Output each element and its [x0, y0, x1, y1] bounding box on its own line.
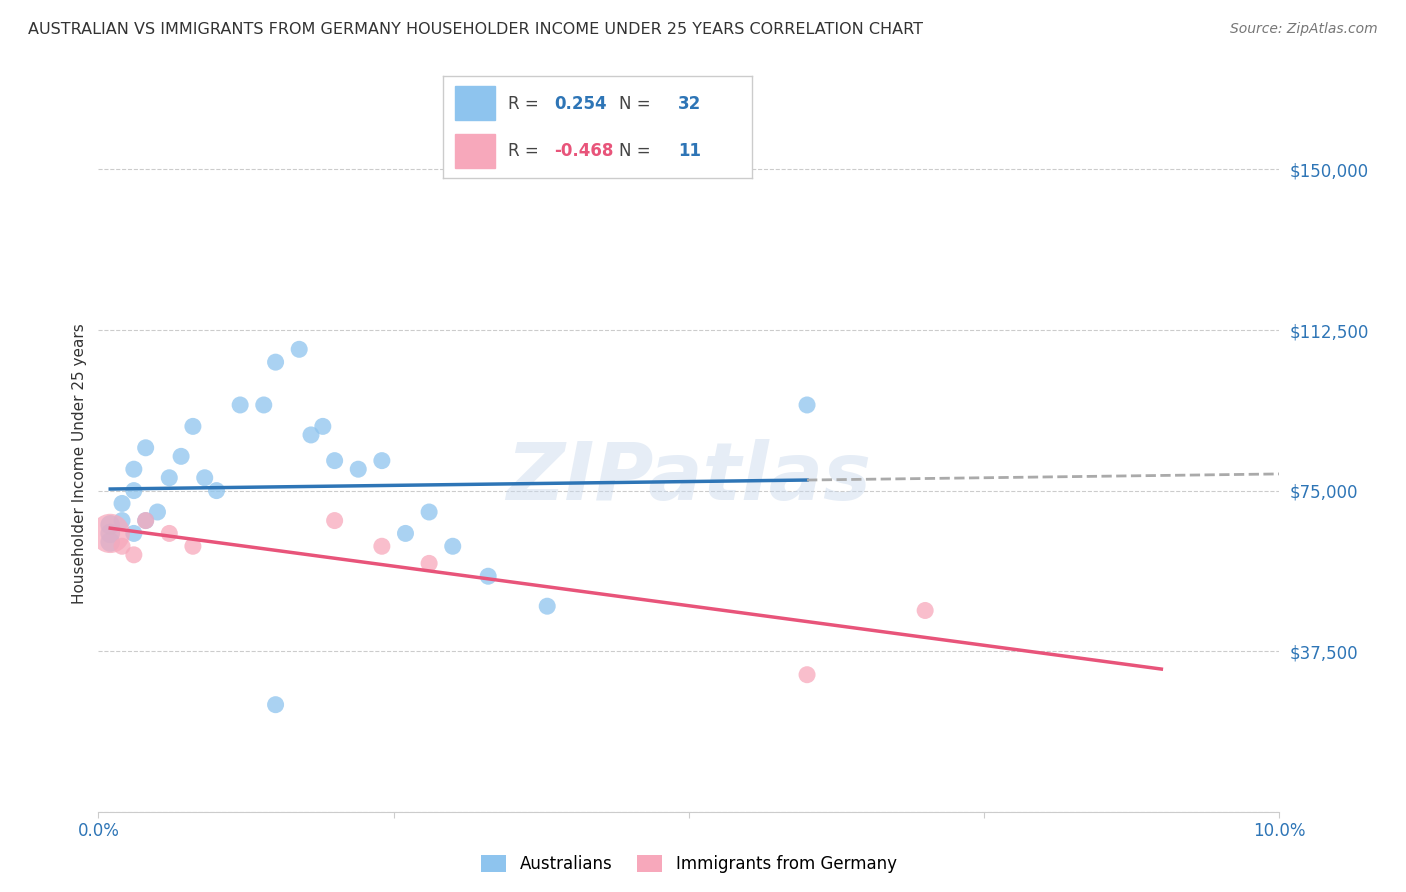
Point	[111, 496, 134, 510]
Text: -0.468: -0.468	[554, 142, 613, 160]
Point	[264, 698, 287, 712]
Point	[122, 526, 145, 541]
Point	[157, 471, 180, 485]
Point	[122, 483, 145, 498]
Bar	[456, 135, 495, 168]
Point	[418, 505, 440, 519]
Text: N =: N =	[619, 95, 657, 112]
Point	[170, 450, 193, 464]
Bar	[456, 87, 495, 120]
Point	[111, 539, 134, 553]
Point	[229, 398, 252, 412]
Text: R =: R =	[508, 95, 544, 112]
Point	[98, 526, 121, 541]
Point	[181, 419, 204, 434]
Point	[205, 483, 228, 498]
Point	[796, 398, 818, 412]
Point	[98, 535, 121, 549]
Point	[264, 355, 287, 369]
Point	[122, 548, 145, 562]
Text: Source: ZipAtlas.com: Source: ZipAtlas.com	[1230, 22, 1378, 37]
Point	[371, 453, 394, 467]
Point	[253, 398, 276, 412]
Text: ZIPatlas: ZIPatlas	[506, 439, 872, 516]
Point	[157, 526, 180, 541]
Point	[288, 343, 311, 357]
Point	[135, 441, 157, 455]
Point	[418, 557, 440, 571]
Text: R =: R =	[508, 142, 544, 160]
Point	[111, 514, 134, 528]
Point	[371, 539, 394, 553]
Point	[914, 603, 936, 617]
Point	[312, 419, 335, 434]
Text: 11: 11	[678, 142, 702, 160]
Y-axis label: Householder Income Under 25 years: Householder Income Under 25 years	[72, 324, 87, 604]
Point	[796, 667, 818, 681]
Text: AUSTRALIAN VS IMMIGRANTS FROM GERMANY HOUSEHOLDER INCOME UNDER 25 YEARS CORRELAT: AUSTRALIAN VS IMMIGRANTS FROM GERMANY HO…	[28, 22, 924, 37]
Point	[98, 517, 121, 532]
Text: N =: N =	[619, 142, 657, 160]
Legend: Australians, Immigrants from Germany: Australians, Immigrants from Germany	[475, 848, 903, 880]
Point	[323, 514, 346, 528]
Point	[441, 539, 464, 553]
Point	[135, 514, 157, 528]
Point	[477, 569, 499, 583]
Point	[299, 428, 322, 442]
Point	[394, 526, 416, 541]
Point	[122, 462, 145, 476]
Point	[536, 599, 558, 614]
Point	[135, 514, 157, 528]
Text: 0.254: 0.254	[554, 95, 607, 112]
Point	[323, 453, 346, 467]
Point	[146, 505, 169, 519]
Text: 32: 32	[678, 95, 702, 112]
Point	[181, 539, 204, 553]
Point	[347, 462, 370, 476]
Point	[98, 526, 121, 541]
Point	[194, 471, 217, 485]
